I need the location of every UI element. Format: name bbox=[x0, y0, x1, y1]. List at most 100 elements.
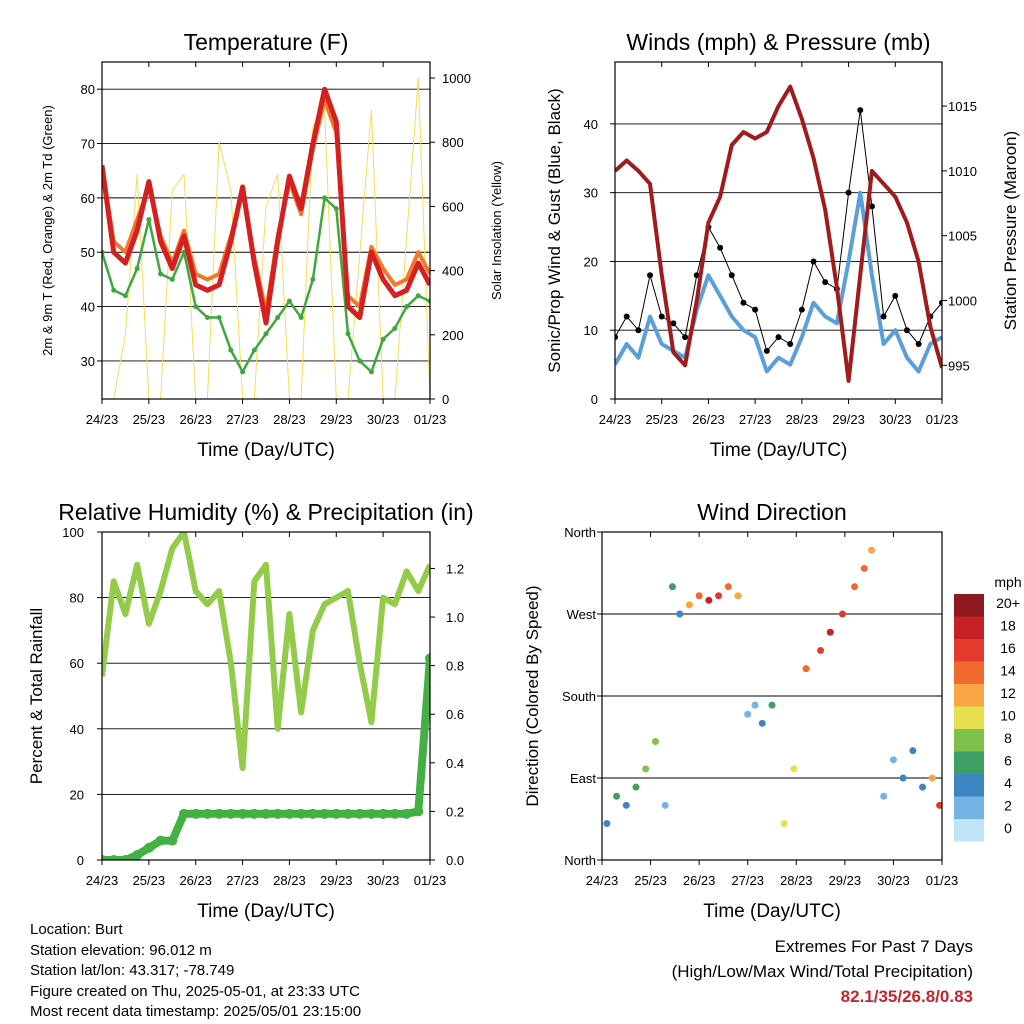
dewpoint-series-point bbox=[368, 369, 374, 375]
gust-series-point bbox=[880, 313, 887, 320]
solar-insolation-series bbox=[102, 77, 430, 399]
direction-point bbox=[868, 546, 876, 554]
y2tick-label: 995 bbox=[948, 358, 970, 373]
dewpoint-series-point bbox=[102, 249, 105, 255]
xtick-label: 01/23 bbox=[414, 873, 447, 888]
winds-frame bbox=[614, 61, 943, 400]
xtick-label: 24/23 bbox=[86, 873, 119, 888]
colorbar-swatch bbox=[954, 594, 984, 617]
direction-point bbox=[817, 646, 825, 654]
precipitation-series-point bbox=[272, 808, 283, 819]
y2tick-label: 1005 bbox=[948, 229, 977, 244]
precipitation-series-point bbox=[225, 808, 236, 819]
humidity-title: Relative Humidity (%) & Precipitation (i… bbox=[58, 499, 473, 525]
y2tick-label: 0.2 bbox=[446, 804, 464, 819]
direction-title: Wind Direction bbox=[697, 499, 847, 525]
precipitation-series-point bbox=[132, 850, 143, 860]
xtick-label: 28/23 bbox=[273, 412, 306, 427]
direction-point bbox=[676, 610, 684, 618]
ytick-label: 40 bbox=[584, 117, 598, 132]
direction-point bbox=[919, 783, 927, 791]
y2tick-label: 1.2 bbox=[446, 561, 464, 576]
dewpoint-series-point bbox=[122, 293, 128, 299]
direction-point bbox=[603, 820, 611, 828]
dewpoint-series-point bbox=[263, 331, 269, 337]
temp-2m-series bbox=[102, 86, 430, 326]
ytick-label: 0 bbox=[591, 392, 598, 407]
colorbar-label: 10 bbox=[1000, 708, 1016, 724]
colorbar-label: 2 bbox=[1004, 798, 1012, 814]
y2tick-label: 1000 bbox=[442, 71, 471, 86]
colorbar-swatch bbox=[954, 796, 984, 819]
latlon-text: Station lat/lon: 43.317; -78.749 bbox=[30, 962, 235, 979]
colorbar-label: 20+ bbox=[996, 595, 1020, 611]
gust-series-point bbox=[892, 292, 899, 299]
xtick-label: 25/23 bbox=[133, 412, 166, 427]
colorbar-swatch bbox=[954, 684, 984, 707]
colorbar-swatch bbox=[954, 661, 984, 684]
direction-point bbox=[768, 701, 776, 709]
direction-point bbox=[860, 564, 868, 572]
ytick-label: 60 bbox=[70, 656, 84, 671]
gust-series-point bbox=[868, 203, 875, 210]
ytick-label: 10 bbox=[584, 323, 598, 338]
direction-ylabel: Direction (Colored By Speed) bbox=[523, 585, 542, 806]
xtick-label: 24/23 bbox=[599, 412, 632, 427]
colorbar-swatch bbox=[954, 774, 984, 797]
gust-series-point bbox=[857, 107, 864, 114]
xtick-label: 28/23 bbox=[786, 412, 819, 427]
direction-point bbox=[758, 719, 766, 727]
direction-point bbox=[899, 774, 907, 782]
precipitation-series-point bbox=[102, 855, 107, 860]
xtick-label: 28/23 bbox=[273, 873, 306, 888]
precipitation-series-point bbox=[190, 808, 201, 819]
extremes-subtitle: (High/Low/Max Wind/Total Precipitation) bbox=[671, 962, 973, 981]
precipitation-series-point bbox=[354, 808, 365, 819]
xtick-label: 24/23 bbox=[586, 873, 619, 888]
precipitation-series-point bbox=[319, 808, 330, 819]
colorbar-label: 12 bbox=[1000, 685, 1016, 701]
gust-series-point bbox=[717, 244, 724, 251]
winds-plot-area bbox=[615, 84, 942, 383]
ytick-label: 20 bbox=[584, 254, 598, 269]
direction-point bbox=[838, 610, 846, 618]
precipitation-series-point bbox=[143, 842, 154, 853]
precipitation-series-point bbox=[307, 808, 318, 819]
precipitation-series-point bbox=[366, 808, 377, 819]
xtick-label: 25/23 bbox=[133, 873, 166, 888]
direction-point bbox=[632, 783, 640, 791]
direction-point bbox=[668, 583, 676, 591]
y2tick-label: 1010 bbox=[948, 164, 977, 179]
xtick-label: 27/23 bbox=[739, 412, 772, 427]
temperature-ylabel: 2m & 9m T (Red, Orange) & 2m Td (Green) bbox=[40, 105, 55, 356]
direction-point bbox=[661, 801, 669, 809]
winds-title: Winds (mph) & Pressure (mb) bbox=[626, 29, 930, 55]
xtick-label: 25/23 bbox=[634, 873, 667, 888]
dewpoint-series-point bbox=[333, 206, 339, 212]
location-text: Location: Burt bbox=[30, 921, 123, 938]
dewpoint-series-point bbox=[146, 217, 152, 223]
direction-point bbox=[724, 583, 732, 591]
precipitation-series-point bbox=[167, 835, 178, 846]
xtick-label: 29/23 bbox=[829, 873, 862, 888]
dewpoint-series-point bbox=[240, 369, 246, 375]
direction-point bbox=[851, 583, 859, 591]
precipitation-series-point bbox=[296, 808, 307, 819]
ytick-label: 50 bbox=[81, 245, 95, 260]
direction-point bbox=[695, 592, 703, 600]
direction-xlabel: Time (Day/UTC) bbox=[703, 901, 841, 922]
winds-xlabel: Time (Day/UTC) bbox=[710, 440, 848, 461]
xtick-label: 26/23 bbox=[179, 873, 212, 888]
y2tick-label: 0.0 bbox=[446, 853, 464, 868]
xtick-label: 29/23 bbox=[320, 412, 353, 427]
direction-point bbox=[751, 701, 759, 709]
dewpoint-series-point bbox=[216, 314, 222, 320]
direction-point bbox=[790, 765, 798, 773]
humidity-xlabel: Time (Day/UTC) bbox=[197, 901, 335, 922]
precipitation-series-point bbox=[214, 808, 225, 819]
xtick-label: 01/23 bbox=[414, 412, 447, 427]
ytick-label: 20 bbox=[70, 787, 84, 802]
dewpoint-series-point bbox=[345, 331, 351, 337]
elevation-text: Station elevation: 96.012 m bbox=[30, 941, 212, 959]
precipitation-series-point bbox=[155, 835, 166, 846]
